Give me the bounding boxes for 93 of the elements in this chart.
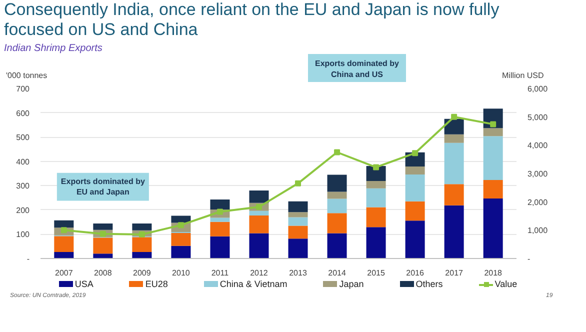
bar xyxy=(93,238,113,254)
bar xyxy=(366,181,386,188)
y-tick-label: 400 xyxy=(16,157,30,166)
y-tick-label: 100 xyxy=(16,230,30,240)
chart-title: Consequently India, once reliant on the EU and Japan is now fully focused on US and China xyxy=(4,0,500,40)
x-tick-label: 2007 xyxy=(55,268,74,278)
bar xyxy=(444,205,464,258)
legend-label: EU28 xyxy=(144,279,168,289)
bar xyxy=(132,237,152,252)
point xyxy=(490,121,496,128)
bar xyxy=(483,198,503,258)
y2-tick-label: 1,000 xyxy=(528,226,548,236)
point xyxy=(334,149,340,156)
y-tick-label: 300 xyxy=(16,182,30,191)
bar xyxy=(249,190,269,203)
bar xyxy=(366,207,386,228)
point xyxy=(295,180,302,186)
bar xyxy=(210,222,230,236)
bar xyxy=(54,220,74,228)
bar xyxy=(249,210,269,216)
x-tick-label: 2018 xyxy=(484,268,503,278)
bar xyxy=(444,142,464,184)
bar xyxy=(288,212,308,218)
bar xyxy=(171,216,191,223)
y2-tick-label: 2,000 xyxy=(528,198,548,207)
bar xyxy=(132,224,152,230)
x-tick-label: 2016 xyxy=(406,268,425,278)
legend-label: USA xyxy=(74,279,94,289)
bar xyxy=(171,246,191,258)
bar xyxy=(366,227,386,258)
y-tick-label: 200 xyxy=(16,206,30,215)
bar xyxy=(210,199,230,210)
y-tick-label: 700 xyxy=(16,84,30,94)
y2-tick-label: - xyxy=(528,254,530,264)
bar xyxy=(93,224,113,230)
y-tick-label: - xyxy=(26,254,30,264)
bar xyxy=(54,236,74,252)
bar xyxy=(327,198,347,214)
point xyxy=(451,114,458,120)
bar xyxy=(444,134,464,143)
bar xyxy=(171,233,191,246)
legend-label: Japan xyxy=(338,279,364,289)
bar xyxy=(444,184,464,206)
y2-tick-label: 6,000 xyxy=(528,84,548,94)
bar xyxy=(405,201,425,221)
x-tick-label: 2017 xyxy=(445,268,464,278)
bar xyxy=(483,128,503,136)
bar xyxy=(405,166,425,174)
point xyxy=(373,164,380,170)
bar xyxy=(249,216,269,234)
x-tick-label: 2013 xyxy=(289,268,308,278)
bar xyxy=(288,238,308,258)
x-tick-label: 2015 xyxy=(367,268,386,278)
bar xyxy=(288,217,308,226)
bar xyxy=(483,136,503,180)
x-tick-label: 2011 xyxy=(211,268,230,278)
x-tick-label: 2012 xyxy=(250,268,268,278)
text: Exports dominated by China and US xyxy=(314,58,400,81)
y2-tick-label: 4,000 xyxy=(528,141,548,150)
bar xyxy=(327,233,347,258)
annotation: Exports dominated by EU and Japan xyxy=(60,176,146,197)
bar xyxy=(444,118,464,134)
bar xyxy=(483,180,503,199)
chart-subtitle: Indian Shrimp Exports xyxy=(4,42,102,56)
bar xyxy=(210,218,230,222)
x-tick-label: 2008 xyxy=(94,268,112,278)
bar xyxy=(327,213,347,234)
bar xyxy=(93,254,113,258)
y-tick-label: 600 xyxy=(16,108,30,118)
legend-label: Others xyxy=(414,279,443,289)
bar xyxy=(132,252,152,258)
y2-axis-title: Million USD xyxy=(502,70,544,82)
x-tick-label: 2014 xyxy=(328,268,346,278)
x-tick-label: 2010 xyxy=(172,268,190,278)
bar xyxy=(288,201,308,212)
bar xyxy=(405,220,425,258)
legend-label: Value xyxy=(494,279,518,289)
bar xyxy=(210,236,230,258)
y2-tick-label: 5,000 xyxy=(528,112,548,122)
bar xyxy=(405,174,425,202)
bar xyxy=(327,174,347,192)
y-axis-title: '000 tonnes xyxy=(6,70,48,82)
point xyxy=(412,150,418,156)
y-tick-label: 500 xyxy=(16,133,30,142)
bar xyxy=(54,252,74,258)
point xyxy=(138,231,145,238)
bar xyxy=(327,192,347,199)
x-tick-label: 2009 xyxy=(133,268,152,278)
legend-label: China & Vietnam xyxy=(218,279,288,289)
bar xyxy=(366,188,386,208)
bar xyxy=(249,233,269,258)
bar xyxy=(288,226,308,239)
y2-tick-label: 3,000 xyxy=(528,170,548,178)
